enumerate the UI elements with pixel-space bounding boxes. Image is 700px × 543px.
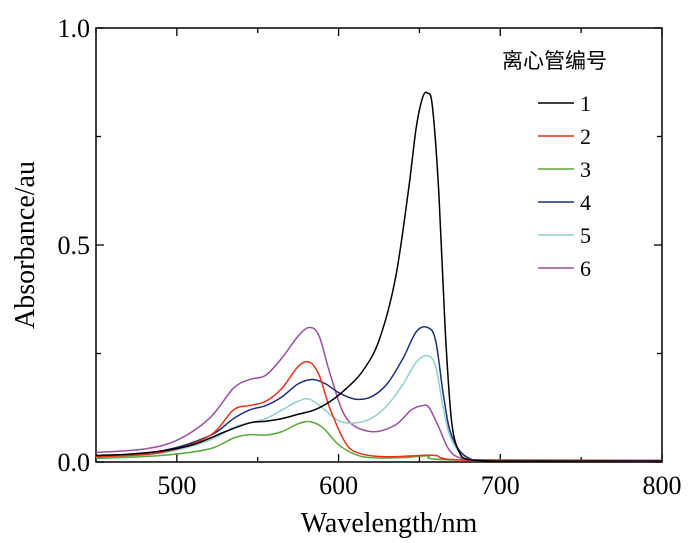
series-line-4 [95,326,663,462]
x-tick-label: 700 [481,471,520,500]
legend-title: 离心管编号 [502,49,607,73]
plot-frame [95,27,663,463]
x-tick-label: 600 [319,471,358,500]
y-axis-title: Absorbance/au [10,161,41,329]
series-line-1 [95,91,662,462]
axis-ticks: 500 600 700 800 0.0 0.5 1.0 [58,14,682,500]
legend: 离心管编号 1 2 3 4 5 6 [502,49,607,281]
y-tick-label: 0.0 [58,448,91,477]
series-line-3 [95,420,663,462]
y-tick-label: 1.0 [58,14,91,43]
series-line-2 [95,360,663,462]
x-tick-label: 500 [157,471,196,500]
x-tick-label: 800 [643,471,682,500]
y-tick-label: 0.5 [58,231,91,260]
legend-label-5: 5 [580,223,591,248]
x-axis-title: Wavelength/nm [301,508,478,539]
legend-label-1: 1 [580,91,591,116]
series-lines [95,91,663,462]
legend-label-6: 6 [580,256,591,281]
series-line-5 [95,354,663,462]
legend-label-3: 3 [580,157,591,182]
legend-label-2: 2 [580,124,591,149]
series-line-6 [95,326,663,462]
legend-label-4: 4 [580,190,591,215]
